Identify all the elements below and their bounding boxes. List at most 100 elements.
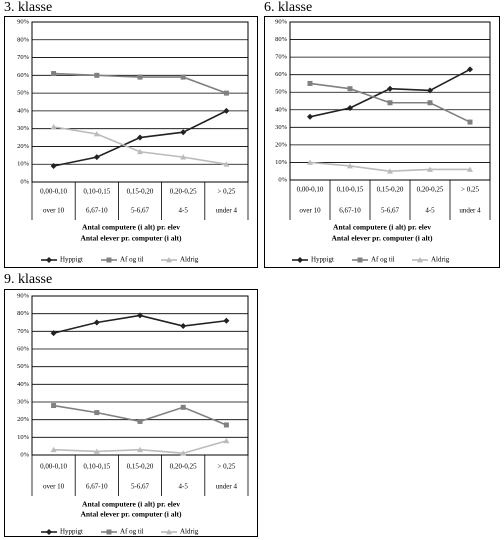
y-tick-label: 0%: [278, 176, 287, 183]
x-tick-label: > 0,25: [217, 463, 235, 471]
marker: [94, 410, 100, 416]
y-tick-label: 0%: [20, 178, 29, 185]
marker: [50, 446, 57, 453]
x-sub-label: 6,67-10: [86, 207, 108, 215]
chart-frame: [264, 16, 500, 268]
legend-label: Aldrig: [180, 528, 199, 536]
x-tick-label: 0,15-0,20: [377, 186, 404, 194]
y-tick-label: 10%: [17, 434, 30, 441]
plot-area: [31, 21, 249, 183]
x-sub-label: 4-5: [179, 207, 189, 215]
marker: [93, 448, 100, 454]
y-tick-label: 90%: [17, 292, 30, 299]
y-tick-label: 90%: [17, 18, 30, 25]
marker: [387, 85, 393, 92]
marker: [223, 161, 230, 167]
legend-label: Aldrig: [431, 256, 450, 264]
marker: [467, 166, 473, 172]
marker: [137, 312, 143, 319]
y-tick-label: 50%: [17, 90, 30, 97]
x-tick-label: 0,20-0,25: [170, 463, 197, 471]
x-tick-label: 0,00-0,10: [40, 463, 67, 471]
marker: [223, 422, 229, 428]
legend-marker: [166, 257, 172, 263]
x-axis-label: Antal elever pr. computer (i alt): [80, 510, 182, 519]
x-sub-label: 5-6,67: [131, 207, 150, 215]
x-tick-label: 0,00-0,10: [40, 188, 67, 196]
marker: [467, 66, 473, 73]
y-tick-label: 30%: [275, 124, 288, 131]
x-sub-label: over 10: [43, 483, 65, 491]
x-axis-label: Antal computere (i alt) pr. elev: [82, 500, 180, 509]
y-tick-label: 70%: [17, 328, 30, 335]
y-tick-label: 0%: [20, 451, 29, 458]
marker: [307, 113, 313, 120]
legend-marker: [357, 257, 363, 263]
x-axis-label: Antal elever pr. computer (i alt): [80, 234, 182, 243]
marker: [50, 123, 57, 130]
marker: [223, 107, 230, 114]
series-line: [53, 126, 227, 166]
y-tick-label: 60%: [17, 345, 30, 352]
legend-label: Hyppigt: [311, 256, 334, 264]
legend-marker: [417, 257, 423, 263]
x-axis-label: Antal elever pr. computer (i alt): [331, 234, 433, 243]
y-tick-label: 50%: [17, 363, 30, 370]
y-tick-label: 80%: [17, 36, 30, 43]
marker: [347, 105, 353, 112]
legend-marker: [46, 257, 52, 263]
marker: [427, 87, 433, 94]
legend-marker: [297, 257, 303, 263]
marker: [387, 100, 393, 106]
marker: [347, 86, 353, 92]
chart-panel: 3. klasse 0% 10% 20% 30% 40% 50% 60% 70% 80% 90% 0,…: [4, 0, 258, 268]
marker: [180, 154, 187, 160]
chart-panel: 6. klasse 0% 10% 20% 30% 40% 50% 60% 70% 80% 90% 0,…: [264, 0, 500, 268]
x-sub-label: 6,67-10: [86, 483, 108, 491]
chart-title: 3. klasse: [4, 0, 52, 15]
x-sub-label: 4-5: [179, 483, 189, 491]
legend-marker: [106, 529, 112, 535]
x-tick-label: 0,20-0,25: [417, 186, 444, 194]
chart-title: 9. klasse: [4, 272, 52, 287]
y-tick-label: 70%: [17, 54, 30, 61]
plot-area: [31, 295, 249, 456]
chart-title: 6. klasse: [264, 0, 312, 15]
marker: [137, 446, 143, 453]
x-tick-label: 0,10-0,15: [83, 188, 110, 196]
y-tick-label: 10%: [275, 159, 288, 166]
legend-label: Af og til: [371, 256, 395, 264]
legend-label: Aldrig: [180, 256, 199, 264]
y-tick-label: 50%: [275, 89, 288, 96]
marker: [137, 134, 143, 141]
marker: [50, 163, 57, 169]
marker: [223, 90, 229, 96]
marker: [307, 159, 313, 165]
marker: [94, 72, 100, 78]
marker: [93, 131, 100, 137]
legend-label: Hyppigt: [60, 528, 83, 536]
legend-label: Af og til: [120, 256, 144, 264]
marker: [347, 162, 353, 169]
y-tick-label: 40%: [17, 381, 30, 388]
marker: [93, 154, 100, 161]
legend-marker: [106, 257, 112, 263]
marker: [93, 319, 100, 326]
plot-area: [289, 21, 491, 181]
y-tick-label: 10%: [17, 161, 30, 168]
y-tick-label: 70%: [275, 54, 288, 61]
marker: [427, 166, 433, 172]
x-sub-label: 5-6,67: [131, 483, 150, 491]
x-sub-label: under 4: [216, 207, 238, 215]
x-sub-label: over 10: [43, 207, 65, 215]
chart-panel: 9. klasse 0% 10% 20% 30% 40% 50% 60% 70% 80% 90% 0,…: [4, 272, 258, 537]
y-tick-label: 30%: [17, 398, 30, 405]
marker: [137, 74, 143, 80]
y-tick-label: 80%: [275, 36, 288, 43]
y-tick-label: 20%: [17, 416, 30, 423]
x-sub-label: under 4: [459, 207, 481, 215]
legend-marker: [166, 529, 172, 535]
marker: [180, 129, 187, 136]
marker: [223, 437, 230, 444]
marker: [180, 74, 186, 80]
